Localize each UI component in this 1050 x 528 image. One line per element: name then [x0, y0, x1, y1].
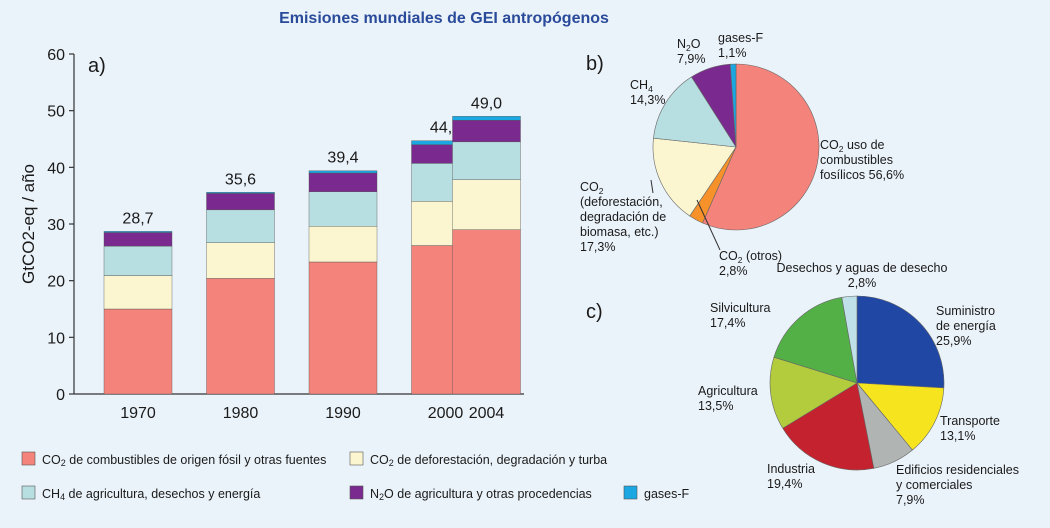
bar-segment: [452, 141, 521, 180]
panel-label-a: a): [88, 55, 106, 77]
pie-b-slice: [729, 63, 737, 148]
pie-c-label-1-line-0: Transporte: [940, 414, 1000, 428]
y-tick-label: 50: [47, 104, 65, 121]
pie-b-label-2-line-3: biomasa, etc.): [580, 225, 659, 239]
y-tick-label: 60: [47, 47, 65, 64]
pie-c-label-5-line-1: 17,4%: [710, 316, 745, 330]
bar-segment: [206, 192, 275, 194]
bar-segment: [308, 170, 378, 174]
pie-b-label-2-line-4: 17,3%: [580, 240, 615, 254]
bar-segment: [308, 172, 378, 192]
legend-swatch: [21, 451, 36, 466]
pie-c-label-0-line-2: 25,9%: [936, 334, 971, 348]
legend-item: gases-F: [644, 487, 690, 501]
pie-b-label-0-line-2: fosílicos 56,6%: [820, 168, 904, 182]
x-tick-label: 1990: [325, 405, 361, 422]
y-tick-label: 0: [56, 387, 65, 404]
legend-swatch: [349, 451, 364, 466]
pie-b-label-5-line-0: gases-F: [718, 31, 764, 45]
y-axis-title: GtCO2-eq / año: [19, 164, 38, 284]
panel-label-b: b): [586, 53, 604, 75]
x-tick-label: 2000: [428, 405, 464, 422]
pie-c-slice: [782, 382, 875, 471]
pie-c-label-3-line-0: Industria: [767, 462, 815, 476]
pie-c-label-4-line-0: Agricultura: [698, 384, 758, 398]
pie-b-slice: [653, 76, 737, 148]
pie-c-slice: [856, 295, 945, 389]
legend-item: CO2 de deforestación, degradación y turb…: [370, 453, 607, 468]
pie-c-label-4-line-1: 13,5%: [698, 399, 733, 413]
x-tick-label: 2004: [469, 405, 505, 422]
y-tick-label: 10: [47, 330, 65, 347]
leader-line-b: [650, 179, 654, 194]
legend-item: CO2 de combustibles de origen fósil y ot…: [42, 453, 326, 468]
x-tick-label: 1970: [120, 405, 156, 422]
figure-title: Emisiones mundiales de GEI antropógenos: [279, 10, 609, 27]
bar-segment: [206, 193, 275, 211]
bar-segment: [103, 308, 173, 395]
bar-segment: [206, 278, 275, 395]
legend-swatch: [21, 485, 36, 500]
pie-c-slice: [769, 356, 858, 429]
pie-c-label-2-line-0: Edificios residenciales: [896, 463, 1019, 477]
pie-c-label-1-line-1: 13,1%: [940, 429, 975, 443]
pie-b-slice: [652, 137, 737, 217]
pie-c-slice: [841, 295, 858, 384]
pie-b-label-1-line-1: 2,8%: [719, 264, 748, 278]
pie-c-label-0-line-1: de energía: [936, 319, 996, 333]
bar-total-label: 49,0: [471, 95, 502, 112]
pie-b-label-5-line-1: 1,1%: [718, 46, 747, 60]
pie-c-label-2-line-1: y comerciales: [896, 478, 972, 492]
pie-b-label-3-line-1: 14,3%: [630, 93, 665, 107]
bar-segment: [452, 179, 521, 230]
pie-b-label-0-line-1: combustibles: [820, 153, 893, 167]
legend-swatch: [349, 485, 364, 500]
pie-c-label-0-line-0: Suministro: [936, 304, 995, 318]
bar-segment: [206, 209, 275, 243]
legend-item: CH4 de agricultura, desechos y energía: [42, 487, 260, 502]
leader-line-b: [696, 199, 721, 251]
pie-b-label-4-line-1: 7,9%: [677, 52, 706, 66]
bar-segment: [452, 116, 521, 121]
pie-c-slice: [773, 296, 858, 384]
bar-segment: [103, 245, 173, 276]
y-tick-label: 20: [47, 274, 65, 291]
x-tick-label: 1980: [223, 405, 259, 422]
pie-c-label-6-line-0: Desechos y aguas de desecho: [777, 261, 948, 275]
y-tick-label: 40: [47, 160, 65, 177]
pie-b-label-4-line-0: N2O: [677, 37, 701, 53]
pie-c-label-5-line-0: Silvicultura: [710, 301, 770, 315]
bar-segment: [452, 229, 521, 395]
bar-total-label: 28,7: [122, 210, 153, 227]
bar-segment: [103, 232, 173, 247]
pie-c-label-3-line-1: 19,4%: [767, 477, 802, 491]
bar-segment: [103, 275, 173, 310]
pie-c-label-2-line-2: 7,9%: [896, 493, 925, 507]
legend-swatch: [623, 485, 638, 500]
pie-c-slice: [856, 382, 945, 451]
bar-segment: [308, 191, 378, 227]
bar-segment: [308, 226, 378, 263]
y-tick-label: 30: [47, 217, 65, 234]
pie-b-label-1-line-0: CO2 (otros): [719, 249, 782, 265]
bar-segment: [103, 231, 173, 233]
pie-b-label-2-line-1: (deforestación,: [580, 195, 663, 209]
legend-item: N2O de agricultura y otras procedencias: [370, 487, 592, 502]
bar-segment: [308, 261, 378, 395]
bar-total-label: 35,6: [225, 171, 256, 188]
pie-b-label-2-line-0: CO2: [580, 180, 604, 196]
pie-b-label-2-line-2: degradación de: [580, 210, 666, 224]
bar-segment: [206, 242, 275, 279]
pie-c-label-6-line-1: 2,8%: [848, 276, 877, 290]
bar-segment: [452, 120, 521, 143]
pie-b-label-0-line-0: CO2 uso de: [820, 138, 885, 154]
panel-label-c: c): [586, 301, 603, 323]
pie-b-slice: [702, 63, 820, 231]
pie-b-label-3-line-0: CH4: [630, 78, 653, 94]
bar-total-label: 39,4: [327, 150, 358, 167]
